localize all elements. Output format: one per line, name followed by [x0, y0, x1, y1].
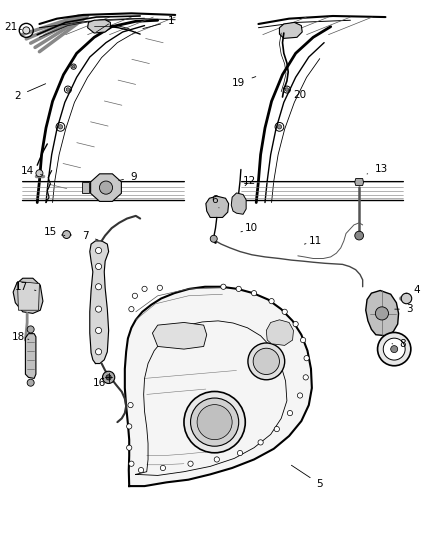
Circle shape	[27, 379, 34, 386]
Text: 10: 10	[241, 223, 258, 233]
Text: 6: 6	[211, 195, 219, 208]
Circle shape	[383, 338, 405, 360]
Polygon shape	[88, 20, 110, 33]
Circle shape	[221, 284, 226, 289]
Text: 12: 12	[243, 176, 256, 186]
Polygon shape	[90, 241, 109, 364]
Circle shape	[95, 247, 102, 254]
Circle shape	[355, 231, 364, 240]
Polygon shape	[18, 281, 39, 310]
Text: 11: 11	[304, 236, 322, 246]
Text: 17: 17	[14, 282, 36, 292]
Circle shape	[23, 27, 30, 34]
Circle shape	[303, 375, 308, 380]
Circle shape	[197, 405, 232, 440]
Polygon shape	[355, 179, 364, 185]
Circle shape	[72, 66, 75, 68]
Circle shape	[253, 348, 279, 375]
Circle shape	[36, 169, 43, 177]
Text: 2: 2	[14, 84, 46, 101]
Circle shape	[274, 426, 279, 432]
Text: 9: 9	[119, 172, 137, 182]
Circle shape	[106, 375, 111, 380]
Circle shape	[129, 461, 134, 466]
Circle shape	[95, 306, 102, 312]
Circle shape	[210, 235, 217, 243]
Circle shape	[300, 337, 306, 343]
Polygon shape	[13, 278, 43, 313]
Circle shape	[102, 371, 115, 384]
Text: 18: 18	[12, 332, 29, 342]
Circle shape	[184, 391, 245, 453]
Circle shape	[95, 284, 102, 290]
Circle shape	[142, 286, 147, 292]
Circle shape	[188, 461, 193, 466]
Circle shape	[248, 343, 285, 380]
Circle shape	[95, 349, 102, 355]
Circle shape	[99, 181, 113, 194]
Circle shape	[138, 467, 144, 473]
Circle shape	[127, 424, 132, 429]
Text: 15: 15	[44, 227, 65, 237]
Polygon shape	[279, 22, 302, 38]
Circle shape	[236, 286, 241, 292]
Circle shape	[214, 457, 219, 462]
Circle shape	[293, 321, 298, 327]
Text: 16: 16	[93, 378, 106, 387]
Text: 8: 8	[392, 339, 406, 349]
Circle shape	[160, 465, 166, 471]
Polygon shape	[91, 174, 121, 201]
Circle shape	[391, 345, 398, 353]
Circle shape	[297, 393, 303, 398]
Circle shape	[282, 309, 287, 314]
Text: 13: 13	[367, 165, 388, 174]
Circle shape	[95, 263, 102, 270]
Circle shape	[287, 410, 293, 416]
Polygon shape	[206, 196, 229, 217]
Circle shape	[63, 231, 71, 238]
Text: 21: 21	[4, 22, 21, 31]
Circle shape	[27, 326, 34, 333]
Text: 7: 7	[82, 231, 98, 240]
Circle shape	[129, 306, 134, 312]
Circle shape	[58, 125, 63, 129]
Circle shape	[304, 356, 309, 361]
Polygon shape	[266, 320, 293, 345]
Text: 1: 1	[143, 17, 174, 29]
Circle shape	[258, 440, 263, 445]
Circle shape	[132, 293, 138, 298]
Circle shape	[157, 285, 162, 290]
Circle shape	[401, 293, 412, 304]
Circle shape	[66, 88, 70, 91]
Circle shape	[251, 290, 257, 296]
Circle shape	[128, 402, 133, 408]
Text: 14: 14	[21, 166, 42, 175]
Circle shape	[285, 88, 289, 91]
Polygon shape	[25, 334, 36, 378]
Circle shape	[375, 307, 389, 320]
Polygon shape	[82, 182, 89, 193]
Polygon shape	[152, 322, 207, 349]
Circle shape	[269, 298, 274, 304]
Text: 4: 4	[406, 286, 420, 295]
Circle shape	[237, 450, 243, 456]
Circle shape	[277, 125, 282, 129]
Circle shape	[191, 398, 239, 446]
Circle shape	[378, 333, 411, 366]
Text: 5: 5	[291, 465, 323, 489]
Text: 20: 20	[287, 87, 307, 100]
Polygon shape	[125, 287, 312, 486]
Text: 3: 3	[395, 304, 413, 314]
Polygon shape	[366, 290, 399, 336]
Polygon shape	[231, 193, 246, 214]
Circle shape	[95, 327, 102, 334]
Circle shape	[127, 445, 132, 450]
Text: 19: 19	[232, 77, 256, 87]
